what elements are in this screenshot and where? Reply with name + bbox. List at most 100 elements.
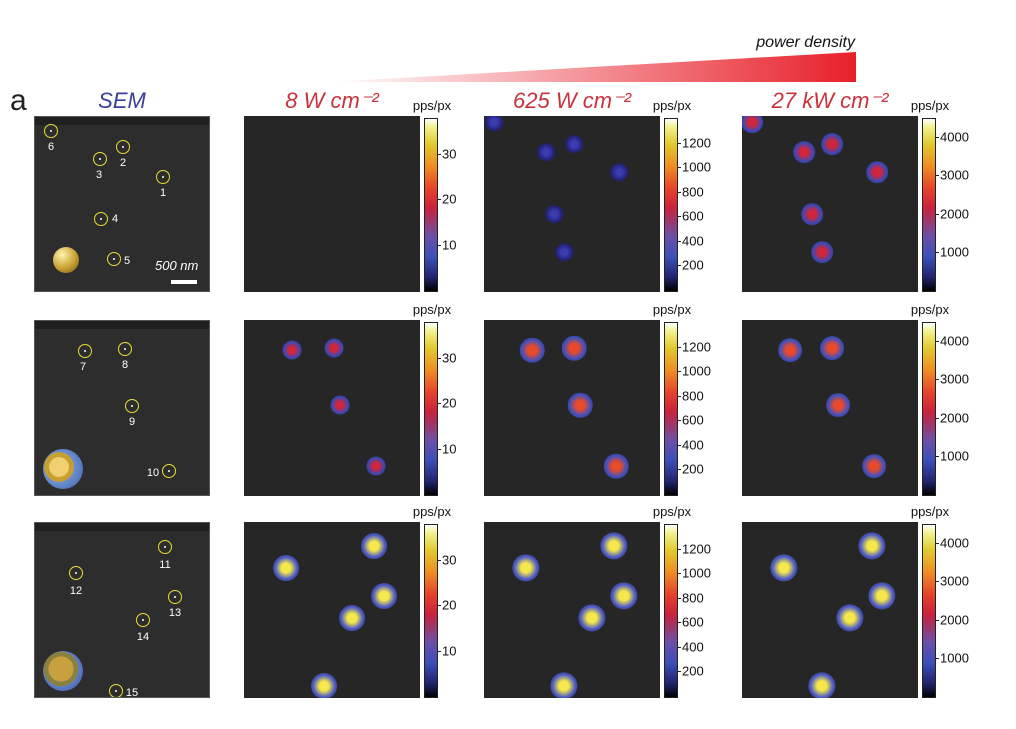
- colorbar: [922, 322, 936, 496]
- particle-marker: [158, 540, 172, 554]
- colorbar-tick-label: 10: [442, 441, 457, 457]
- colorbar-tick-label: 1000: [682, 565, 711, 581]
- colorbar-tick-label: 3000: [940, 167, 969, 183]
- colorbar-tick-label: 200: [682, 257, 704, 273]
- particle-number-label: 4: [111, 213, 119, 225]
- colorbar-tick-mark: [935, 341, 939, 343]
- colorbar-tick-label: 20: [442, 597, 457, 613]
- colorbar: [424, 322, 438, 496]
- particle-marker: [125, 399, 139, 413]
- colorbar-tick-label: 1200: [682, 339, 711, 355]
- emission-spot: [339, 605, 365, 631]
- particle-marker: [116, 140, 130, 154]
- luminescence-map-row-1-col-1: [244, 116, 420, 292]
- colorbar-unit-label: pps/px: [910, 302, 950, 317]
- emission-spot: [485, 116, 503, 131]
- emission-spot: [512, 554, 540, 582]
- emission-spot: [610, 163, 628, 181]
- colorbar-tick-label: 800: [682, 388, 704, 404]
- colorbar-tick-label: 4000: [940, 333, 969, 349]
- colorbar-tick-mark: [677, 420, 681, 422]
- emission-spot: [565, 135, 583, 153]
- sem-image-row-2: 7 8 9 10: [34, 320, 210, 496]
- colorbar-tick-mark: [437, 605, 441, 607]
- emission-spot: [361, 533, 387, 559]
- scalebar: [171, 280, 197, 284]
- colorbar-tick-mark: [935, 213, 939, 215]
- particle-number-label: 12: [69, 585, 83, 597]
- power-density-label: power density: [756, 34, 855, 51]
- particle-marker: [78, 344, 92, 358]
- colorbar: [664, 524, 678, 698]
- colorbar-tick-mark: [677, 371, 681, 373]
- emission-spot: [578, 604, 606, 632]
- colorbar-tick-label: 2000: [940, 612, 969, 628]
- emission-spot: [561, 335, 587, 361]
- luminescence-map-row-3-col-3: [742, 522, 918, 698]
- colorbar-tick-label: 20: [442, 395, 457, 411]
- colorbar-tick-mark: [677, 216, 681, 218]
- colorbar-unit-label: pps/px: [412, 302, 452, 317]
- particle-marker: [156, 170, 170, 184]
- colorbar: [424, 118, 438, 292]
- colorbar-tick-mark: [677, 395, 681, 397]
- colorbar-tick-mark: [935, 251, 939, 253]
- colorbar-tick-label: 1000: [682, 363, 711, 379]
- colorbar-tick-label: 20: [442, 191, 457, 207]
- colorbar-unit-label: pps/px: [412, 98, 452, 113]
- colorbar: [664, 118, 678, 292]
- colorbar-tick-label: 3000: [940, 573, 969, 589]
- particle-number-label: 9: [128, 416, 136, 428]
- colorbar-tick-mark: [677, 167, 681, 169]
- colorbar-tick-mark: [677, 444, 681, 446]
- colorbar-tick-mark: [437, 358, 441, 360]
- emission-spot: [366, 456, 386, 476]
- emission-spot: [273, 555, 299, 581]
- emission-spot: [610, 582, 638, 610]
- sem-top-strip: [35, 523, 209, 531]
- colorbar-tick-mark: [677, 548, 681, 550]
- emission-spot: [826, 393, 850, 417]
- power-density-wedge: [330, 52, 856, 82]
- core-shell-cutaway-sphere-icon: [43, 651, 83, 691]
- colorbar-tick-label: 600: [682, 614, 704, 630]
- sem-top-strip: [35, 117, 209, 125]
- colorbar-tick-label: 30: [442, 552, 457, 568]
- colorbar-tick-label: 200: [682, 663, 704, 679]
- colorbar-tick-label: 30: [442, 146, 457, 162]
- colorbar-tick-mark: [437, 199, 441, 201]
- colorbar-tick-mark: [677, 265, 681, 267]
- particle-number-label: 14: [136, 631, 150, 643]
- emission-spot: [519, 337, 545, 363]
- scalebar-label: 500 nm: [155, 258, 199, 273]
- emission-spot: [820, 336, 844, 360]
- particle-number-label: 11: [159, 559, 171, 571]
- colorbar-tick-mark: [677, 240, 681, 242]
- emission-spot: [545, 205, 563, 223]
- colorbar-tick-mark: [935, 137, 939, 139]
- emission-spot: [567, 392, 593, 418]
- emission-spot: [282, 340, 302, 360]
- particle-marker: [109, 684, 123, 697]
- power-title-1: 8 W cm⁻²: [285, 88, 379, 113]
- colorbar-tick-mark: [437, 154, 441, 156]
- colorbar-tick-mark: [437, 448, 441, 450]
- colorbar-tick-mark: [677, 346, 681, 348]
- emission-spot: [811, 241, 833, 263]
- colorbar-tick-label: 30: [442, 350, 457, 366]
- particle-number-label: 6: [47, 141, 55, 153]
- emission-spot: [537, 143, 555, 161]
- emission-spot: [862, 454, 886, 478]
- colorbar-unit-label: pps/px: [412, 504, 452, 519]
- particle-number-label: 7: [79, 361, 87, 373]
- particle-number-label: 3: [95, 169, 103, 181]
- emission-spot: [801, 203, 823, 225]
- emission-spot: [324, 338, 344, 358]
- particle-marker: [162, 464, 176, 478]
- colorbar-tick-mark: [677, 597, 681, 599]
- colorbar-tick-mark: [935, 455, 939, 457]
- colorbar-tick-label: 400: [682, 639, 704, 655]
- colorbar-tick-mark: [677, 191, 681, 193]
- colorbar-tick-label: 3000: [940, 371, 969, 387]
